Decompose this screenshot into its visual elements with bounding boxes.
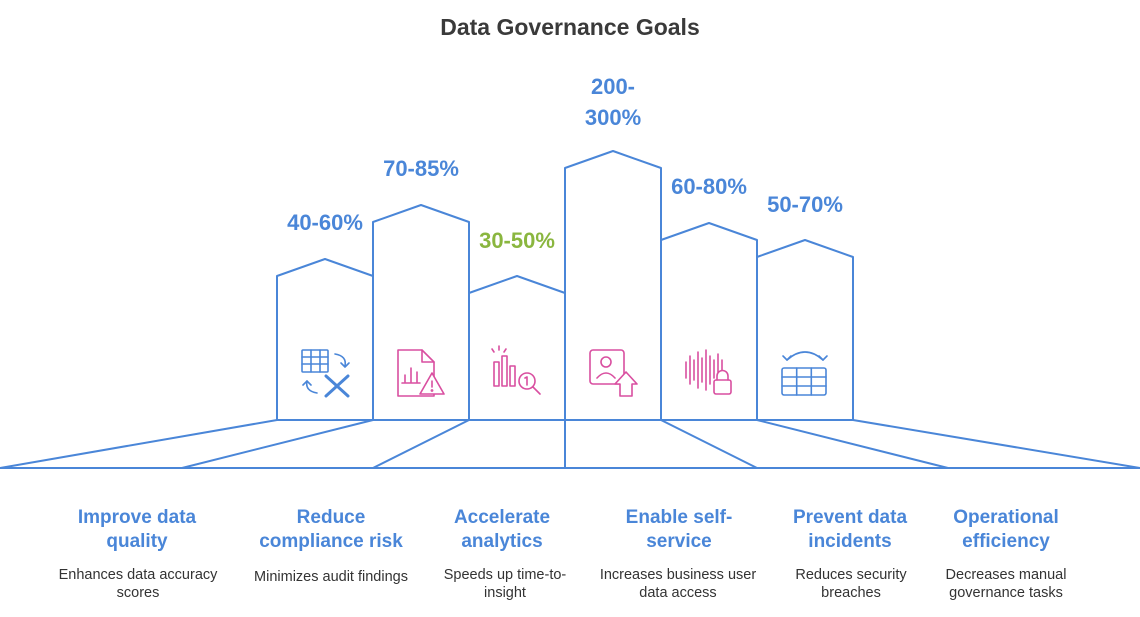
goal-label-self-service: Enable self-service — [625, 507, 733, 552]
fan-line — [660, 419, 758, 469]
goal-label-analytics: Accelerate analytics — [453, 507, 551, 552]
fan-line — [852, 419, 1140, 469]
goal-label-quality: Improve data quality — [77, 507, 197, 552]
report-warning-icon — [397, 349, 445, 397]
fan-line — [372, 419, 470, 469]
grid-transfer-icon — [781, 351, 828, 396]
building-outline — [372, 204, 470, 420]
goal-value-self-service: 200-300% — [584, 74, 642, 130]
building-outline — [468, 275, 566, 420]
goal-label-compliance: Reduce compliance risk — [259, 507, 403, 552]
goal-value-incidents: 60-80% — [671, 174, 747, 199]
user-upload-icon — [589, 349, 638, 397]
fan-line — [181, 419, 374, 469]
goal-value-quality: 40-60% — [287, 210, 363, 235]
goal-desc-self-service: Increases business user data access — [599, 567, 757, 601]
goal-value-analytics: 30-50% — [479, 228, 555, 253]
goal-desc-quality: Enhances data accuracy scores — [58, 567, 218, 601]
goal-value-compliance: 70-85% — [383, 156, 459, 181]
goal-desc-incidents: Reduces security breaches — [795, 567, 907, 601]
goal-label-incidents: Prevent data incidents — [792, 507, 908, 552]
building-outline — [660, 222, 758, 420]
goal-value-efficiency: 50-70% — [767, 192, 843, 217]
diagram-title: Data Governance Goals — [440, 14, 700, 40]
spreadsheet-swap-icon — [301, 349, 350, 398]
goal-label-efficiency: Operational efficiency — [953, 507, 1059, 552]
fan-line — [756, 419, 949, 469]
chart-search-icon — [491, 345, 541, 395]
goal-desc-analytics: Speeds up time-to-insight — [443, 567, 567, 601]
fan-line — [0, 419, 278, 469]
goal-desc-compliance: Minimizes audit findings — [254, 569, 408, 585]
goal-desc-efficiency: Decreases manual governance tasks — [945, 567, 1067, 601]
building-outline — [756, 239, 854, 420]
audio-lock-icon — [685, 349, 732, 395]
